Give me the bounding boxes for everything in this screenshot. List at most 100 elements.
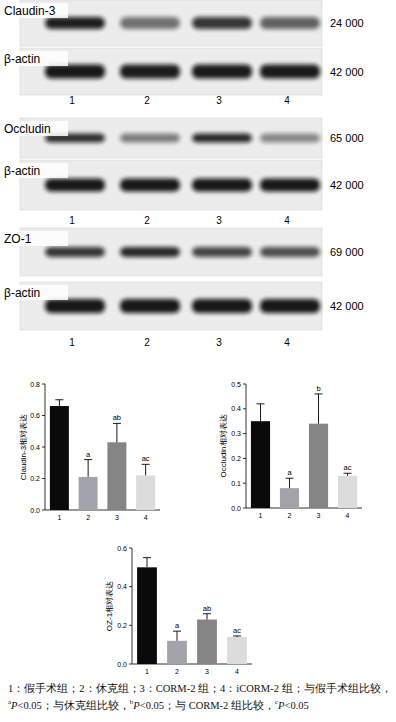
note-p: P<0.05 bbox=[278, 699, 309, 710]
blot-panel: Claudin-324 000 bbox=[2, 0, 364, 46]
y-tick-label: 0.5 bbox=[231, 381, 241, 388]
y-tick-label: 0.0 bbox=[117, 661, 127, 668]
y-tick bbox=[42, 478, 45, 479]
bar-chart: 0.00.20.40.60.8Claudin-3相对表达1a2ab3ac4 bbox=[19, 381, 160, 522]
protein-label: Claudin-3 bbox=[4, 4, 56, 18]
y-axis-title: OZ-1相对表达 bbox=[105, 581, 114, 631]
error-line bbox=[260, 404, 261, 421]
x-tick-label: 1 bbox=[57, 514, 61, 521]
y-tick bbox=[243, 384, 246, 385]
caption: 1：假手术组；2：休克组；3：CORM-2 组；4：iCORM-2 组；与假手术… bbox=[8, 683, 392, 712]
y-tick-label: 0.8 bbox=[30, 381, 40, 388]
blot-band bbox=[120, 134, 180, 143]
significance-label: a bbox=[175, 621, 180, 630]
lane-label: 2 bbox=[144, 95, 150, 106]
blot-band bbox=[120, 17, 180, 29]
y-axis-title: Claudin-3相对表达 bbox=[19, 414, 28, 480]
group-legend: 4：iCORM-2 组； bbox=[220, 683, 303, 694]
plot-area bbox=[137, 558, 247, 664]
error-bar bbox=[203, 614, 211, 620]
error-bar bbox=[55, 400, 63, 406]
x-tick-label: 4 bbox=[235, 668, 239, 675]
group-legend: 1：假手术组； bbox=[8, 683, 79, 694]
x-tick-label: 2 bbox=[175, 668, 179, 675]
lane-label: 4 bbox=[284, 95, 290, 106]
lane-label: 1 bbox=[69, 337, 75, 348]
label-bg bbox=[2, 231, 68, 246]
x-tick-label: 2 bbox=[288, 512, 292, 519]
error-bar bbox=[142, 464, 150, 475]
blot-panel: β-actin42 000 bbox=[2, 282, 364, 330]
y-tick bbox=[129, 625, 132, 626]
x-tick-label: 4 bbox=[346, 512, 350, 519]
y-tick-label: 0.1 bbox=[231, 480, 241, 487]
x-tick-label: 4 bbox=[144, 514, 148, 521]
error-cap bbox=[203, 613, 211, 614]
error-cap bbox=[315, 393, 323, 394]
figure: Claudin-324 000β-actin42 000Occludin65 0… bbox=[0, 0, 396, 682]
x-tick-label: 3 bbox=[205, 668, 209, 675]
error-cap bbox=[233, 635, 241, 636]
y-tick bbox=[42, 415, 45, 416]
lane-label: 4 bbox=[284, 337, 290, 348]
blot-panel: ZO-169 000 bbox=[2, 228, 364, 276]
significance-label: ac bbox=[142, 454, 150, 463]
bar bbox=[137, 567, 157, 664]
error-bar bbox=[315, 394, 323, 424]
blot-band bbox=[120, 247, 180, 257]
blot-band bbox=[192, 65, 252, 79]
error-line bbox=[147, 558, 148, 568]
blot-band bbox=[45, 179, 105, 192]
y-tick bbox=[243, 458, 246, 459]
protein-label: β-actin bbox=[4, 52, 40, 66]
error-bar bbox=[113, 423, 121, 442]
error-cap bbox=[286, 478, 294, 479]
blot-band bbox=[260, 17, 320, 29]
significance-label: ac bbox=[233, 626, 241, 635]
y-tick bbox=[42, 384, 45, 385]
error-line bbox=[145, 464, 146, 475]
blot-band bbox=[192, 247, 252, 257]
error-cap bbox=[257, 403, 265, 404]
y-axis bbox=[132, 548, 133, 664]
note-p: P<0.05； bbox=[11, 699, 53, 710]
significance-label: ac bbox=[344, 463, 352, 472]
error-cap bbox=[173, 631, 181, 632]
y-tick bbox=[129, 548, 132, 549]
error-line bbox=[116, 423, 117, 442]
error-bar bbox=[344, 473, 352, 475]
x-tick-label: 3 bbox=[317, 512, 321, 519]
note-text: 与假手术组比较， bbox=[304, 683, 392, 694]
significance-label: b bbox=[316, 384, 320, 393]
blot-band bbox=[260, 179, 320, 192]
significance-label: ab bbox=[203, 604, 211, 613]
error-bar bbox=[84, 460, 92, 477]
y-axis-title: Occludin相对表达 bbox=[219, 414, 228, 477]
lane-label: 3 bbox=[216, 215, 222, 226]
label-bg bbox=[2, 51, 68, 66]
lane-label: 2 bbox=[144, 215, 150, 226]
error-bar bbox=[286, 478, 294, 488]
error-cap bbox=[344, 473, 352, 474]
blot-band bbox=[192, 299, 252, 313]
error-line bbox=[177, 631, 178, 641]
error-line bbox=[59, 400, 60, 406]
blot-band bbox=[120, 179, 180, 192]
blot-band bbox=[260, 299, 320, 313]
blot-band bbox=[192, 134, 252, 143]
y-tick bbox=[42, 510, 45, 511]
blot-panel: Occludin65 000 bbox=[2, 118, 364, 158]
note-text: 与 CORM-2 组比较， bbox=[175, 699, 275, 710]
error-cap bbox=[113, 423, 121, 424]
error-line bbox=[289, 478, 290, 488]
lane-label: 1 bbox=[69, 215, 75, 226]
bar bbox=[167, 641, 187, 664]
blot-band bbox=[45, 299, 105, 313]
plot-area bbox=[50, 400, 155, 510]
mw-label: 42 000 bbox=[330, 179, 364, 191]
blot-band bbox=[192, 17, 252, 29]
blot-panel: β-actin42 000 bbox=[2, 48, 364, 95]
significance-label: a bbox=[287, 468, 292, 477]
y-tick-label: 0.2 bbox=[117, 622, 127, 629]
blot-band bbox=[45, 65, 105, 79]
